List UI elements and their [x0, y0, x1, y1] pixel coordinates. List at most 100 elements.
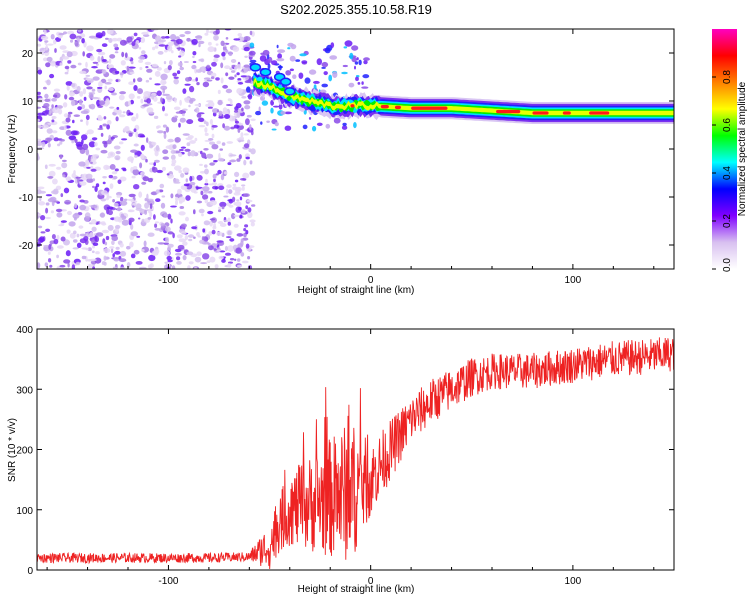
noise-speckle [138, 217, 141, 220]
noise-speckle [128, 132, 133, 137]
noise-speckle [240, 178, 246, 181]
snr-y-tick-label: 100 [16, 506, 33, 517]
noise-speckle [110, 248, 114, 253]
noise-speckle [250, 118, 256, 122]
noise-speckle [178, 201, 183, 204]
noise-speckle [148, 141, 152, 145]
noise-speckle [241, 209, 246, 214]
noise-speckle [249, 219, 256, 223]
noise-speckle [70, 130, 78, 136]
noise-speckle [81, 134, 88, 141]
noise-speckle [221, 259, 226, 263]
noise-speckle [184, 30, 191, 35]
noise-speckle [244, 224, 249, 228]
noise-speckle [85, 114, 90, 121]
noise-speckle [167, 65, 172, 71]
noise-speckle [219, 250, 226, 253]
noise-speckle [236, 88, 243, 95]
noise-speckle [160, 73, 168, 81]
noise-speckle [228, 189, 233, 195]
noise-speckle [234, 188, 241, 194]
spectrogram-y-tick-label: 20 [22, 49, 34, 60]
noise-speckle [238, 154, 242, 160]
noise-speckle [97, 56, 101, 63]
noise-speckle [208, 41, 212, 46]
noise-speckle [101, 190, 108, 196]
noise-speckle [217, 89, 221, 95]
noise-speckle [130, 149, 138, 153]
noise-speckle [182, 133, 190, 136]
noise-speckle [118, 258, 127, 263]
noise-speckle [58, 108, 63, 115]
noise-speckle [216, 140, 221, 145]
transition-speckle [304, 77, 311, 84]
noise-speckle [244, 80, 252, 84]
noise-speckle [160, 223, 165, 227]
noise-speckle [205, 178, 208, 184]
noise-speckle [185, 195, 191, 201]
noise-speckle [225, 72, 229, 77]
noise-speckle [166, 173, 170, 176]
noise-speckle [202, 253, 210, 260]
noise-speckle [140, 171, 146, 175]
noise-speckle [77, 177, 80, 184]
noise-speckle [206, 100, 214, 103]
noise-speckle [137, 77, 143, 82]
noise-speckle [216, 240, 224, 243]
noise-speckle [107, 224, 114, 231]
transition-speckle [292, 74, 297, 79]
noise-speckle [207, 210, 214, 215]
noise-speckle [173, 181, 181, 184]
noise-speckle [94, 142, 98, 147]
noise-speckle [77, 62, 82, 66]
noise-speckle [103, 255, 107, 261]
noise-speckle [188, 261, 194, 265]
noise-speckle [178, 152, 183, 157]
noise-speckle [82, 88, 87, 95]
noise-speckle [233, 110, 239, 113]
noise-speckle [208, 245, 214, 251]
noise-speckle [237, 33, 243, 37]
noise-speckle [37, 138, 42, 142]
noise-speckle [234, 258, 237, 261]
noise-speckle [95, 183, 100, 188]
noise-speckle [130, 224, 134, 230]
noise-speckle [249, 160, 253, 165]
noise-speckle [50, 34, 55, 40]
noise-speckle [206, 260, 211, 263]
noise-speckle [115, 79, 119, 82]
noise-speckle [192, 51, 197, 56]
noise-speckle [111, 171, 118, 175]
noise-speckle [165, 95, 173, 100]
noise-speckle [51, 130, 58, 134]
noise-speckle [105, 235, 110, 241]
colorbar-tick-label: 0.2 [722, 214, 733, 228]
noise-speckle [170, 149, 176, 154]
noise-speckle [185, 77, 191, 82]
noise-speckle [127, 198, 135, 202]
noise-speckle [92, 242, 99, 246]
noise-speckle [173, 106, 181, 111]
noise-speckle [83, 96, 87, 101]
noise-speckle [88, 154, 91, 161]
noise-speckle [165, 126, 170, 133]
noise-speckle [146, 98, 152, 104]
noise-speckle [126, 245, 131, 250]
noise-speckle [76, 242, 82, 248]
noise-speckle [172, 232, 175, 239]
noise-speckle [185, 137, 193, 141]
transition-speckle [277, 49, 286, 53]
noise-speckle [102, 123, 107, 127]
noise-speckle [179, 66, 184, 71]
noise-speckle [131, 41, 136, 47]
noise-speckle [140, 37, 146, 43]
noise-speckle [107, 64, 113, 69]
noise-speckle [100, 149, 108, 154]
noise-speckle [106, 124, 110, 130]
noise-speckle [209, 162, 215, 166]
noise-speckle [211, 61, 217, 67]
noise-speckle [225, 37, 229, 40]
noise-speckle [198, 43, 201, 48]
transition-speckle [362, 74, 370, 79]
transition-speckle [321, 83, 329, 88]
